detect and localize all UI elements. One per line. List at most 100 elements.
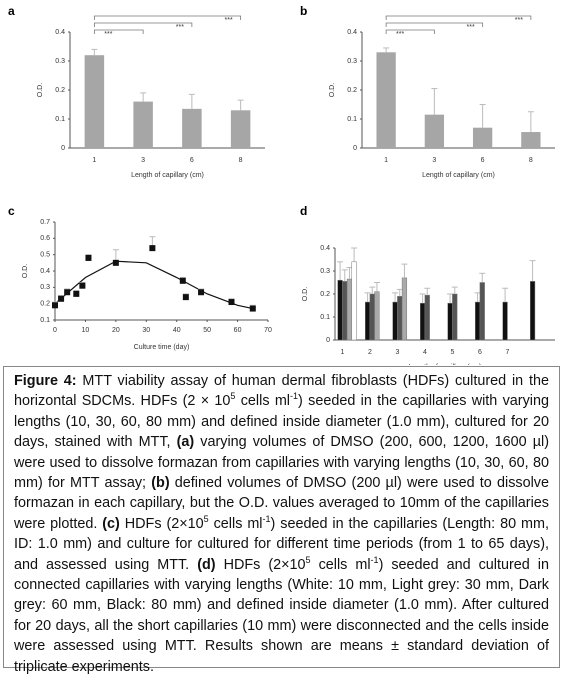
y-tick-label: 0.2 (347, 87, 357, 94)
data-point (85, 254, 92, 261)
significance-bracket (93, 29, 144, 34)
bar (424, 114, 445, 148)
bar (530, 281, 536, 341)
bar (230, 110, 251, 148)
figure-caption: Figure 4: MTT viability assay of human d… (3, 366, 560, 675)
significance-bracket (385, 29, 435, 34)
y-axis-label: O.D. (37, 83, 44, 97)
bar (475, 301, 481, 341)
bar (182, 108, 202, 148)
caption-sup: -1 (262, 514, 271, 525)
y-axis-label: O.D. (22, 264, 29, 278)
y-axis-label: O.D. (329, 83, 336, 97)
x-tick-label: 1 (384, 157, 388, 164)
bar (84, 55, 105, 149)
caption-panel-ref: (c) (102, 515, 120, 532)
x-tick-label: 8 (529, 157, 533, 164)
bar (452, 293, 458, 341)
significance-label: *** (515, 17, 523, 24)
x-tick-label: 40 (173, 327, 181, 334)
x-tick-label: 3 (141, 157, 145, 164)
x-tick-label: 60 (234, 327, 242, 334)
x-tick-label: 50 (203, 327, 211, 334)
y-tick-label: 0.4 (40, 268, 50, 275)
x-tick-label: 4 (423, 349, 427, 356)
caption-text: defined volumes of DMSO (200 µl) were us… (14, 475, 549, 532)
x-tick-label: 7 (505, 349, 509, 356)
caption-sup: 5 (230, 391, 236, 402)
panel-label: b (300, 4, 307, 18)
x-tick-label: 70 (264, 327, 272, 334)
y-tick-label: 0.6 (40, 235, 50, 242)
caption-sup: -1 (290, 391, 299, 402)
caption-text: cells ml (235, 393, 291, 410)
y-tick-label: 0 (353, 145, 357, 152)
figure-panels: a00.10.20.30.4O.D.Length of capillary (c… (8, 4, 555, 365)
y-tick-label: 0.3 (55, 58, 65, 65)
y-tick-label: 0.4 (320, 245, 330, 252)
panel-label: d (300, 204, 307, 218)
caption-text: varying volumes of DMSO (200, 600, 1200,… (14, 434, 550, 492)
x-tick-label: 6 (481, 157, 485, 164)
bar (133, 101, 153, 148)
y-tick-label: 0.3 (320, 268, 330, 275)
x-axis-label: Culture time (day) (134, 344, 190, 351)
x-tick-label: 2 (368, 349, 372, 356)
caption-text: ) seeded and cultured in connected capil… (14, 556, 549, 675)
x-axis-label: Length of capillary (cm) (131, 172, 204, 179)
significance-label: *** (176, 24, 184, 31)
y-tick-label: 0 (326, 337, 330, 344)
x-tick-label: 6 (478, 349, 482, 356)
y-tick-label: 0.1 (347, 116, 357, 123)
bar (337, 279, 343, 341)
data-point (52, 302, 58, 309)
bar (346, 278, 353, 341)
y-axis-label: O.D. (302, 287, 309, 301)
data-point (58, 295, 65, 302)
x-tick-label: 8 (239, 157, 243, 164)
bar (376, 52, 396, 148)
x-axis-label: Length of capillary (cm) (409, 364, 482, 365)
y-tick-label: 0.4 (55, 29, 65, 36)
y-tick-label: 0.5 (40, 252, 50, 259)
data-point (249, 305, 256, 312)
caption-panel-ref: (b) (151, 475, 170, 492)
y-tick-label: 0.3 (40, 284, 50, 291)
x-tick-label: 3 (432, 157, 436, 164)
x-tick-label: 3 (395, 349, 399, 356)
data-point (198, 289, 205, 296)
significance-label: *** (396, 31, 404, 38)
y-tick-label: 0.7 (40, 219, 50, 226)
caption-text: HDFs (2×10 (215, 556, 306, 573)
x-tick-label: 6 (190, 157, 194, 164)
data-point (79, 282, 86, 289)
bar (374, 291, 380, 341)
caption-sup: 5 (203, 514, 209, 525)
caption-panel-ref: (d) (197, 556, 216, 573)
data-point (73, 290, 80, 297)
bar (392, 301, 398, 341)
bar (420, 302, 426, 341)
caption-text: cells ml (310, 556, 371, 573)
caption-text: ) seeded in the capillaries with varying… (14, 393, 549, 451)
panel-label: c (8, 204, 15, 218)
significance-bracket (93, 15, 242, 20)
data-point (64, 289, 71, 296)
significance-bracket (385, 15, 532, 20)
y-tick-label: 0.1 (40, 317, 50, 324)
x-tick-label: 10 (82, 327, 90, 334)
bar (479, 282, 485, 341)
y-tick-label: 0.1 (55, 116, 65, 123)
data-point (112, 259, 119, 266)
bar (424, 294, 430, 341)
y-tick-label: 0.3 (347, 58, 357, 65)
caption-sup: 5 (305, 554, 311, 565)
significance-bracket (385, 22, 484, 27)
bar (369, 293, 375, 341)
caption-text: cells ml (208, 515, 263, 532)
data-point (179, 277, 186, 284)
y-tick-label: 0.2 (40, 301, 50, 308)
y-tick-label: 0.2 (320, 291, 330, 298)
significance-label: *** (104, 31, 112, 38)
